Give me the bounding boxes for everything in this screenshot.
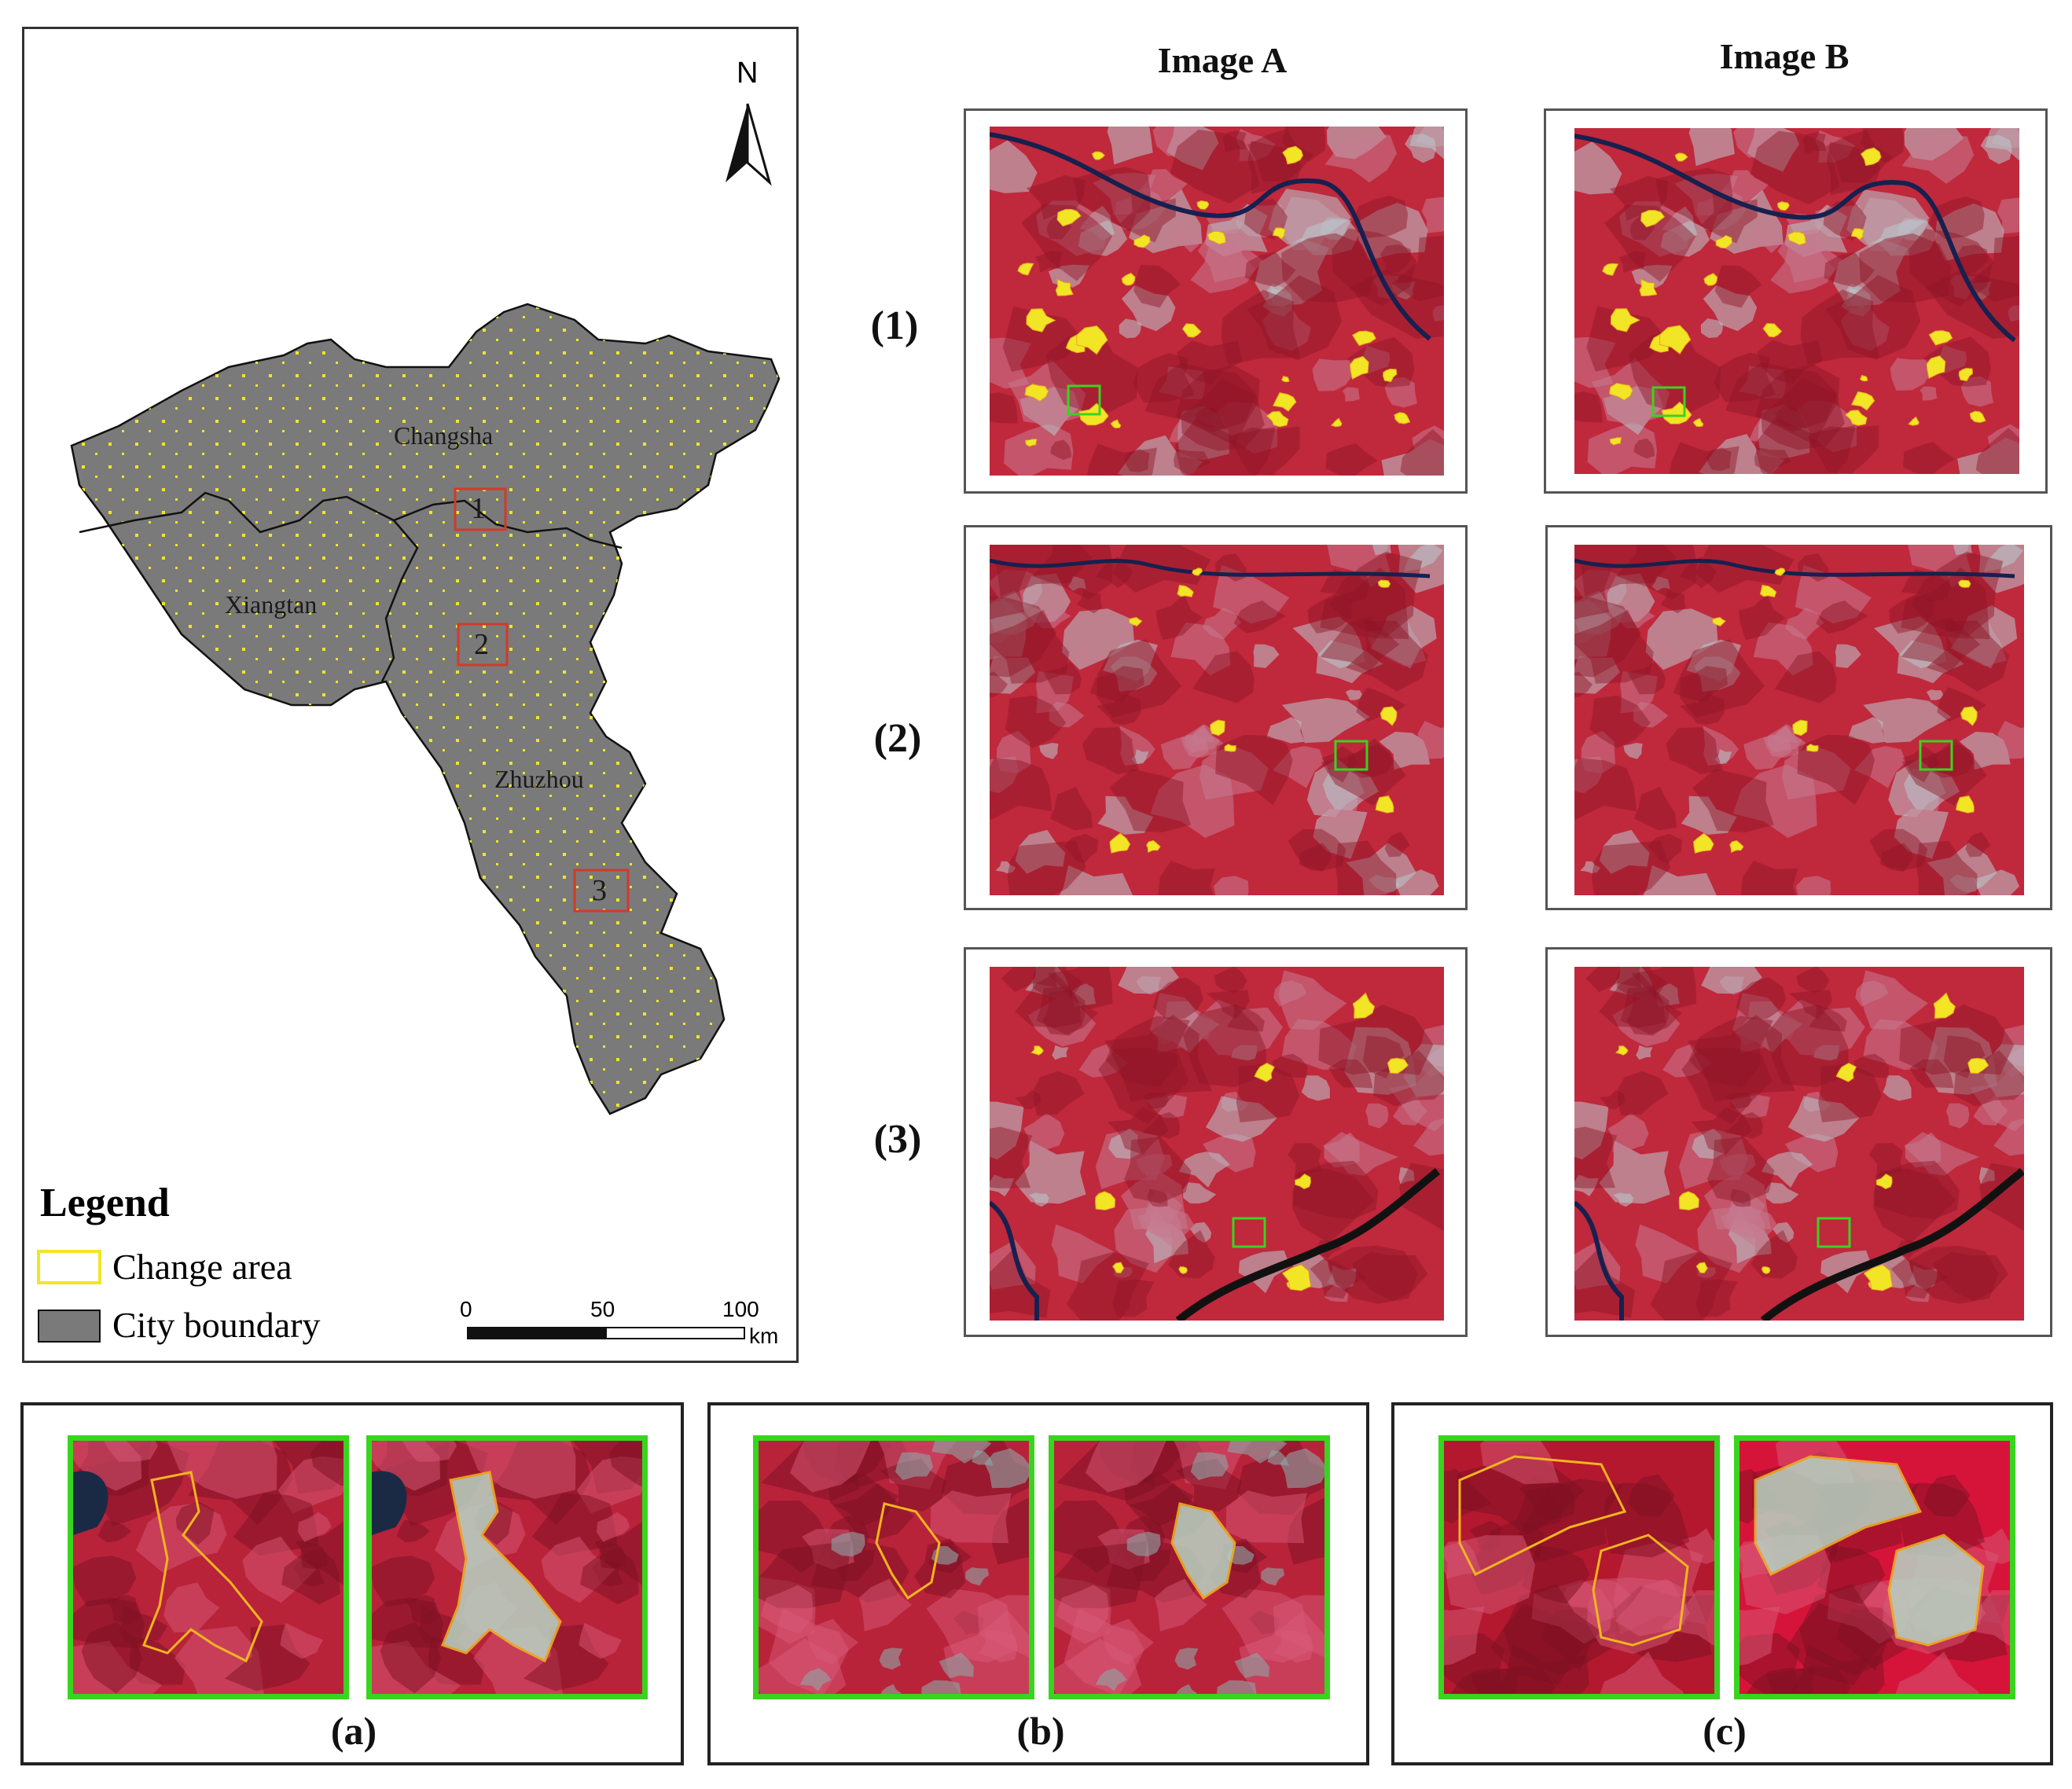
image-b-row-2 xyxy=(1574,545,2024,895)
scale-unit: km xyxy=(749,1324,778,1348)
site-box-3 xyxy=(573,869,630,913)
row-label-1: (1) xyxy=(870,303,919,348)
image-b-row-2-frame xyxy=(1545,525,2052,910)
changsha-boundary xyxy=(79,491,623,549)
legend-change-area-swatch xyxy=(37,1250,101,1284)
xiangtan-boundary xyxy=(380,520,419,682)
image-b-row-3 xyxy=(1574,967,2024,1321)
scale-tick-50: 50 xyxy=(590,1297,615,1321)
inset-a-image-a xyxy=(68,1435,349,1699)
inset-b-image-b xyxy=(1049,1435,1330,1699)
image-a-row-2-frame xyxy=(964,525,1468,910)
inset-panel-c: (c) xyxy=(1391,1402,2053,1765)
image-a-row-3-frame xyxy=(964,947,1468,1337)
inset-label-c: (c) xyxy=(1703,1709,1747,1753)
study-area-map: Changsha Xiangtan Zhuzhou 1 2 3 N Legend… xyxy=(37,57,781,1348)
column-title-image-a: Image A xyxy=(1157,40,1288,80)
inset-a-image-b xyxy=(366,1435,648,1699)
site-label-3: 3 xyxy=(592,874,607,907)
image-a-row-3 xyxy=(990,967,1444,1321)
column-title-image-b: Image B xyxy=(1719,36,1850,76)
north-label: N xyxy=(737,57,758,90)
inset-label-a: (a) xyxy=(330,1709,377,1753)
image-a-row-2 xyxy=(990,545,1444,895)
image-b-row-1 xyxy=(1574,128,2019,474)
image-a-row-1 xyxy=(990,127,1444,476)
image-b-row-1-frame xyxy=(1544,108,2048,494)
inset-c-image-a xyxy=(1438,1435,1720,1699)
inset-panel-b: (b) xyxy=(707,1402,1369,1765)
inset-b-image-a xyxy=(753,1435,1034,1699)
legend-city-boundary-label: City boundary xyxy=(112,1305,320,1345)
site-label-2: 2 xyxy=(474,628,489,661)
city-label-xiangtan: Xiangtan xyxy=(225,590,317,619)
image-a-row-1-frame xyxy=(964,108,1468,494)
image-b-row-3-frame xyxy=(1545,947,2052,1337)
inset-label-b: (b) xyxy=(1016,1709,1065,1753)
city-label-zhuzhou: Zhuzhou xyxy=(494,765,584,793)
inset-panel-a: (a) xyxy=(20,1402,684,1765)
scale-tick-0: 0 xyxy=(460,1297,472,1321)
row-label-3: (3) xyxy=(873,1117,922,1162)
site-label-1: 1 xyxy=(471,492,486,525)
row-label-2: (2) xyxy=(873,716,922,761)
scale-tick-100: 100 xyxy=(722,1297,759,1321)
city-label-changsha: Changsha xyxy=(394,421,493,450)
legend-city-boundary-swatch xyxy=(38,1310,101,1343)
site-box-2 xyxy=(457,623,509,667)
inset-c-image-b xyxy=(1734,1435,2015,1699)
legend-title: Legend xyxy=(40,1181,170,1225)
map-panel: Changsha Xiangtan Zhuzhou 1 2 3 N Legend… xyxy=(22,27,799,1363)
legend-change-area-label: Change area xyxy=(112,1247,292,1287)
site-box-1 xyxy=(454,487,507,531)
north-arrow-icon xyxy=(726,103,772,186)
scale-bar xyxy=(467,1327,745,1339)
